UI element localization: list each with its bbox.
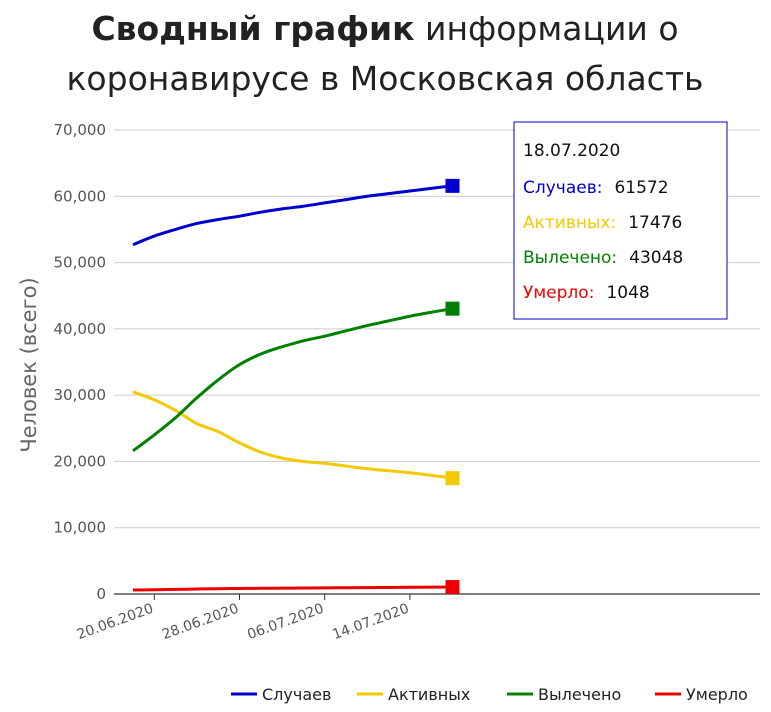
marker-recovered[interactable] xyxy=(445,301,460,316)
tooltip: 18.07.2020 Случаев: 61572 Активных: 17476 … xyxy=(513,121,728,320)
tooltip-value: 17476 xyxy=(628,213,682,233)
y-tick-label: 70,000 xyxy=(54,121,107,139)
x-tick-label: 20.06.2020 xyxy=(75,601,156,643)
marker-cases[interactable] xyxy=(445,178,460,193)
tooltip-box xyxy=(513,121,728,320)
x-axis-ticks: 20.06.2020 28.06.2020 06.07.2020 14.07.2020 xyxy=(75,594,411,643)
y-axis-ticks: 0 10,000 20,000 30,000 40,000 50,000 60,000 70,… xyxy=(54,121,107,603)
legend-label: Активных xyxy=(388,685,470,704)
legend-label: Вылечено xyxy=(538,685,621,704)
y-tick-label: 60,000 xyxy=(54,187,107,205)
series-markers xyxy=(445,178,460,595)
legend-item-deaths[interactable]: Умерло xyxy=(655,685,748,704)
tooltip-date: 18.07.2020 xyxy=(523,141,620,161)
tooltip-label: Активных: xyxy=(523,213,616,233)
y-tick-label: 30,000 xyxy=(54,386,107,404)
series-line-deaths xyxy=(132,585,453,592)
tooltip-value: 1048 xyxy=(606,283,649,303)
legend-item-cases[interactable]: Случаев xyxy=(231,685,331,704)
y-axis-label: Человек (всего) xyxy=(17,277,41,452)
marker-deaths[interactable] xyxy=(445,580,460,595)
legend[interactable]: Случаев Активных Вылечено Умерло xyxy=(231,685,748,704)
legend-item-recovered[interactable]: Вылечено xyxy=(507,685,621,704)
tooltip-value: 61572 xyxy=(614,178,668,198)
series-line-recovered xyxy=(132,307,453,453)
tooltip-label: Случаев: xyxy=(523,178,602,198)
legend-label: Случаев xyxy=(262,685,331,704)
tooltip-row-deaths: Умерло: 1048 xyxy=(523,283,650,303)
series-line-cases xyxy=(132,184,453,247)
tooltip-value: 43048 xyxy=(629,248,683,268)
y-tick-label: 20,000 xyxy=(54,452,107,470)
x-tick-label: 28.06.2020 xyxy=(160,601,241,643)
y-tick-label: 0 xyxy=(96,585,106,603)
tooltip-row-active: Активных: 17476 xyxy=(523,213,682,233)
chart-title-line2: коронавирусе в Московская область xyxy=(67,59,704,98)
tooltip-label: Вылечено: xyxy=(523,248,617,268)
x-tick-label: 06.07.2020 xyxy=(245,601,326,643)
chart-title-line1: Сводный график информации о xyxy=(91,9,678,48)
series-lines xyxy=(132,184,453,592)
y-tick-label: 10,000 xyxy=(54,519,107,537)
legend-label: Умерло xyxy=(686,685,748,704)
chart-title-rest: информации о xyxy=(415,9,679,48)
y-tick-label: 50,000 xyxy=(54,254,107,272)
series-line-active xyxy=(132,390,453,480)
tooltip-row-recovered: Вылечено: 43048 xyxy=(523,248,683,268)
marker-active[interactable] xyxy=(445,471,460,486)
tooltip-label: Умерло: xyxy=(523,283,594,303)
tooltip-row-cases: Случаев: 61572 xyxy=(523,178,669,198)
x-tick-label: 14.07.2020 xyxy=(330,601,411,643)
y-tick-label: 40,000 xyxy=(54,320,107,338)
legend-item-active[interactable]: Активных xyxy=(357,685,470,704)
gridlines xyxy=(114,129,760,595)
chart-title-bold: Сводный график xyxy=(91,9,414,48)
